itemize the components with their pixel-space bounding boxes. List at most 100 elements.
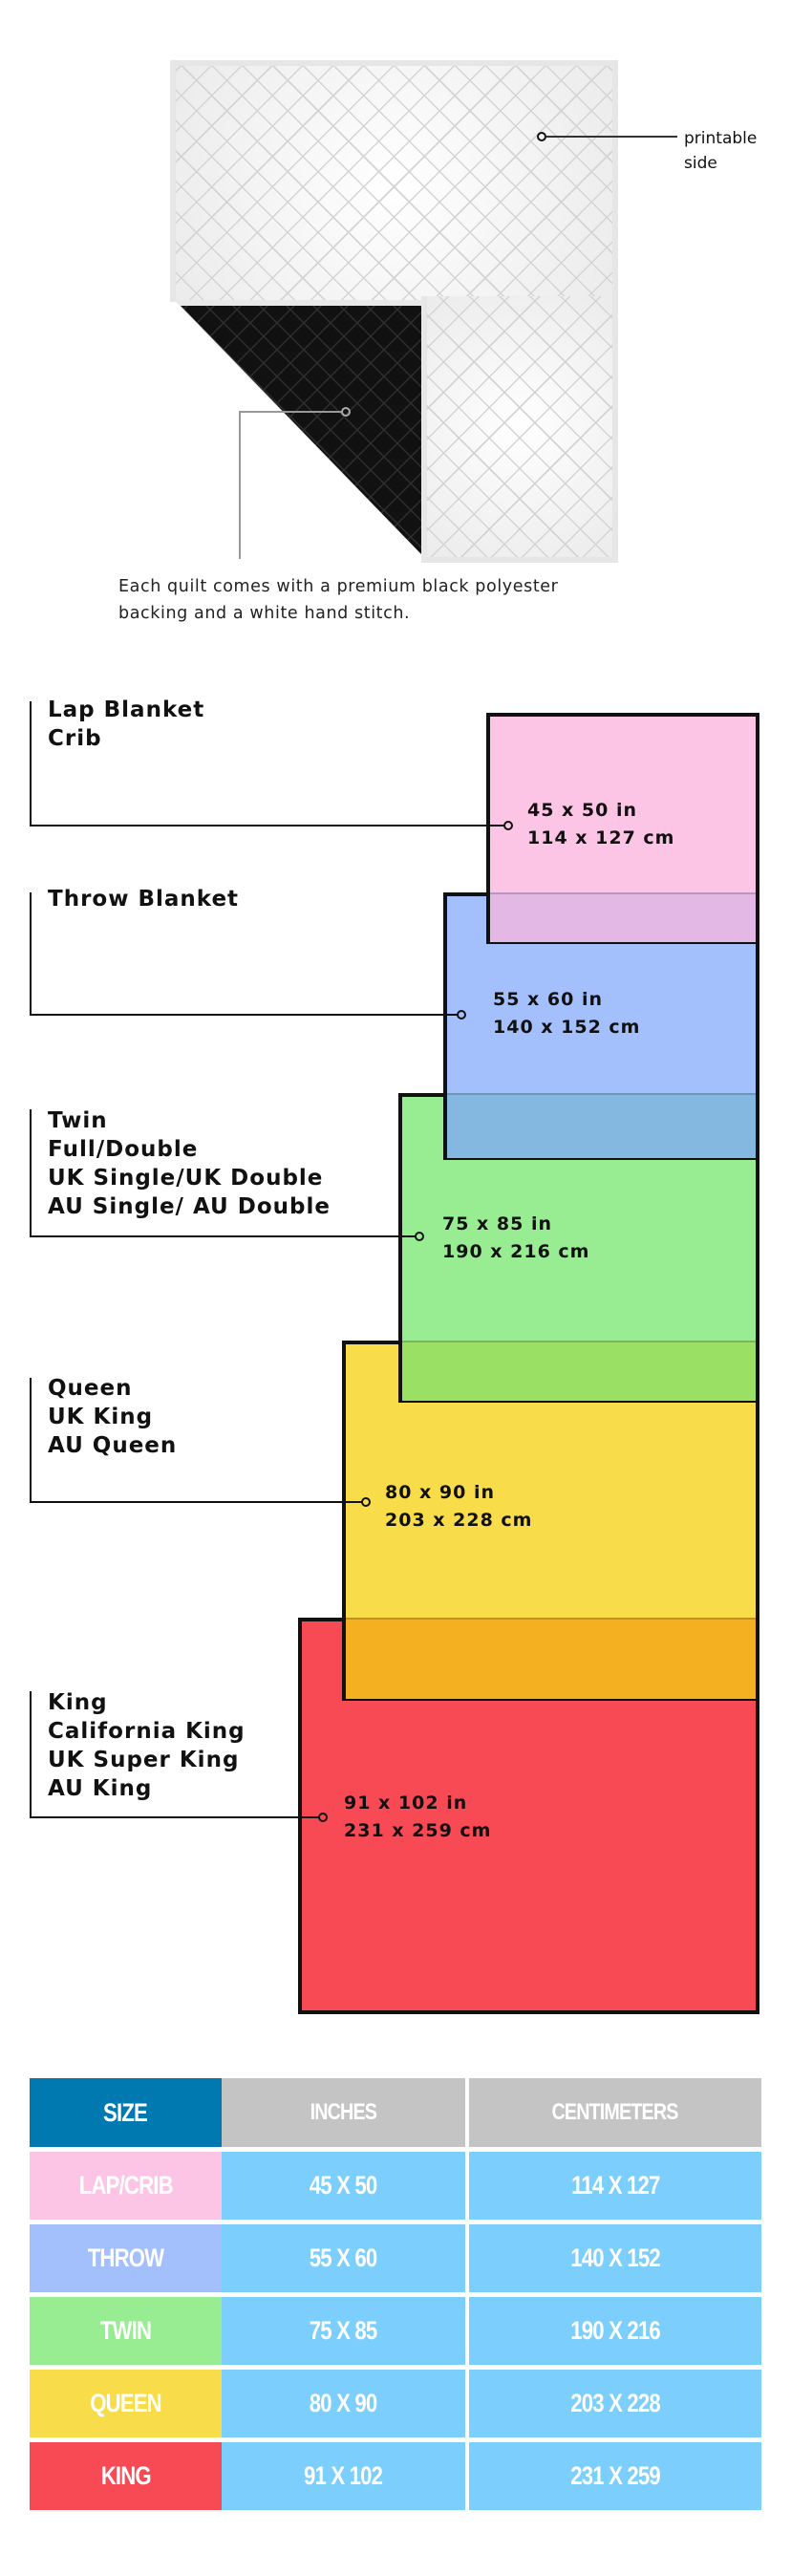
size-name: UK Super King (48, 1748, 240, 1772)
table-cell-cm: 140 X 152 (469, 2224, 761, 2292)
size-name: King (48, 1690, 108, 1715)
size-name: California King (48, 1719, 246, 1744)
table-cell-inches: 45 X 50 (222, 2152, 465, 2220)
table-cell-inches: 80 X 90 (222, 2370, 465, 2437)
backing-marker (341, 407, 351, 417)
leader-line (30, 1109, 32, 1237)
leader-line (30, 892, 32, 1016)
cell-text: 203 X 228 (570, 2389, 660, 2417)
size-name: Full/Double (48, 1137, 199, 1162)
cell-text: 231 X 259 (570, 2461, 660, 2490)
quilt-black-backing-fold (174, 300, 424, 558)
overlap-lap-throw (490, 892, 756, 942)
quilt-printable-side (170, 60, 618, 302)
leader-line (30, 825, 504, 826)
size-dimensions-king: 91 x 102 in 231 x 259 cm (344, 1790, 491, 1845)
dimension-cm: 190 x 216 cm (442, 1241, 590, 1262)
cell-text: 114 X 127 (570, 2171, 660, 2200)
leader-line (30, 1691, 32, 1818)
size-marker (457, 1010, 466, 1020)
cell-text: 45 X 50 (310, 2171, 377, 2200)
size-dimensions-lap: 45 x 50 in 114 x 127 cm (527, 797, 674, 852)
printable-side-pointer-line (546, 136, 677, 138)
dimension-cm: 140 x 152 cm (493, 1017, 641, 1038)
size-name: AU Single/ AU Double (48, 1194, 331, 1219)
size-name: Twin (48, 1108, 108, 1133)
size-name: UK Single/UK Double (48, 1166, 324, 1191)
overlap-twin-queen (402, 1341, 756, 1401)
size-name: Throw Blanket (48, 887, 240, 912)
size-name: Queen (48, 1376, 133, 1401)
cell-text: TWIN (99, 2316, 152, 2345)
leader-line (30, 1501, 362, 1503)
size-names-king: King California King UK Super King AU Ki… (48, 1688, 246, 1803)
size-marker (361, 1497, 371, 1507)
size-names-lap: Lap Blanket Crib (48, 696, 204, 753)
backing-pointer-line (239, 411, 341, 413)
size-name: UK King (48, 1405, 154, 1429)
dimension-inches: 91 x 102 in (344, 1792, 468, 1814)
table-cell-inches: 55 X 60 (222, 2224, 465, 2292)
cell-text: 190 X 216 (570, 2316, 660, 2345)
size-name: AU Queen (48, 1433, 178, 1458)
leader-line (30, 1235, 416, 1237)
size-names-twin: Twin Full/Double UK Single/UK Double AU … (48, 1106, 331, 1221)
size-marker (503, 821, 513, 830)
cell-text: LAP/CRIB (78, 2171, 174, 2200)
table-cell-cm: 114 X 127 (469, 2152, 761, 2220)
table-cell-size: TWIN (30, 2297, 222, 2365)
printable-side-label: printable side (684, 126, 757, 176)
table-cell-inches: 91 X 102 (222, 2442, 465, 2510)
overlap-queen-king (346, 1618, 756, 1699)
backing-pointer-line-vertical (239, 411, 241, 559)
header-label: SIZE (103, 2097, 149, 2127)
dimension-cm: 203 x 228 cm (385, 1510, 533, 1531)
size-name: AU King (48, 1776, 153, 1801)
dimension-inches: 75 x 85 in (442, 1213, 553, 1234)
cell-text: QUEEN (90, 2389, 161, 2417)
size-dimensions-queen: 80 x 90 in 203 x 228 cm (385, 1479, 532, 1535)
table-cell-size: KING (30, 2442, 222, 2510)
table-header-size: SIZE (30, 2078, 222, 2147)
size-dimensions-twin: 75 x 85 in 190 x 216 cm (442, 1211, 589, 1266)
table-cell-size: THROW (30, 2224, 222, 2292)
table-cell-size: QUEEN (30, 2370, 222, 2437)
header-label: CENTIMETERS (551, 2099, 679, 2125)
table-cell-cm: 190 X 216 (469, 2297, 761, 2365)
size-name: Lap Blanket (48, 698, 205, 722)
dimension-cm: 231 x 259 cm (344, 1820, 492, 1841)
cell-text: 55 X 60 (310, 2243, 377, 2272)
cell-text: THROW (87, 2243, 164, 2272)
overlap-throw-twin (447, 1093, 756, 1158)
quilt-caption: Each quilt comes with a premium black po… (118, 573, 558, 627)
table-cell-size: LAP/CRIB (30, 2152, 222, 2220)
table-header-inches: INCHES (222, 2078, 465, 2147)
table-cell-inches: 75 X 85 (222, 2297, 465, 2365)
size-marker (415, 1232, 424, 1241)
table-cell-cm: 231 X 259 (469, 2442, 761, 2510)
leader-line (30, 1816, 320, 1818)
dimension-inches: 55 x 60 in (493, 989, 604, 1010)
cell-text: 75 X 85 (310, 2316, 377, 2345)
cell-text: 140 X 152 (570, 2243, 660, 2272)
printable-side-marker (537, 132, 546, 141)
size-names-queen: Queen UK King AU Queen (48, 1374, 177, 1460)
size-dimensions-throw: 55 x 60 in 140 x 152 cm (493, 986, 640, 1041)
dimension-inches: 45 x 50 in (527, 800, 638, 821)
table-header-cm: CENTIMETERS (469, 2078, 761, 2147)
table-cell-cm: 203 X 228 (469, 2370, 761, 2437)
caption-line: Each quilt comes with a premium black po… (118, 577, 559, 596)
cell-text: 80 X 90 (310, 2389, 377, 2417)
size-marker (318, 1813, 328, 1822)
size-names-throw: Throw Blanket (48, 885, 239, 913)
quilt-printable-side-lower (421, 296, 618, 563)
printable-label-line: side (684, 154, 717, 173)
leader-line (30, 701, 32, 826)
dimension-cm: 114 x 127 cm (527, 827, 675, 848)
printable-label-line: printable (684, 129, 758, 148)
caption-line: backing and a white hand stitch. (118, 604, 411, 623)
leader-line (30, 1014, 458, 1016)
header-label: INCHES (310, 2099, 377, 2125)
cell-text: KING (100, 2461, 151, 2490)
size-name: Crib (48, 726, 102, 751)
